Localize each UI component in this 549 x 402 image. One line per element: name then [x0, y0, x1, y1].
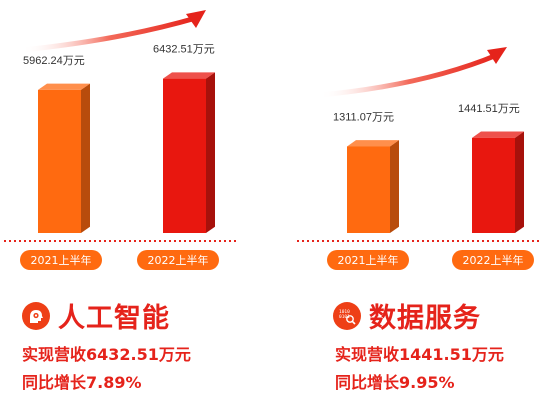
- category-label: 2021上半年: [338, 253, 399, 267]
- bar-side: [515, 131, 524, 233]
- data-service-revenue-text: 实现营收1441.51万元: [335, 345, 504, 364]
- bar-top: [38, 83, 90, 90]
- bar-front: [163, 78, 206, 234]
- category-label: 2022上半年: [463, 253, 524, 267]
- svg-text:1010: 1010: [339, 309, 350, 315]
- bar-top: [347, 140, 399, 147]
- bar-side: [81, 83, 90, 234]
- data-service-growth-text: 同比增长9.95%: [335, 373, 455, 392]
- bar-side: [206, 72, 215, 233]
- ai-title: 人工智能: [58, 303, 170, 334]
- bar-1: [472, 131, 524, 233]
- value-label: 1311.07万元: [333, 111, 394, 123]
- data-service-panel: 1311.07万元 1441.51万元 2021上半年 2022上半年 1010 0…: [285, 0, 549, 402]
- bar-0: [347, 140, 399, 233]
- bar-1: [163, 72, 215, 234]
- data-service-revenue-chart: 1311.07万元 1441.51万元 2021上半年 2022上半年: [297, 47, 540, 270]
- ai-panel: 5962.24万元 6432.51万元 2021上半年 2022上半年 人工智能 实…: [4, 10, 236, 392]
- ai-growth-text: 同比增长7.89%: [22, 373, 142, 392]
- trend-arrow: [317, 52, 500, 98]
- bar-front: [347, 146, 390, 233]
- category-pill: [137, 250, 219, 270]
- category-label: 2021上半年: [31, 253, 92, 267]
- binary-search-icon: 1010 0101: [333, 301, 361, 330]
- data-service-title: 数据服务: [369, 303, 481, 334]
- ai-revenue-chart: 5962.24万元 6432.51万元 2021上半年 2022上半年: [4, 10, 236, 270]
- ai-section-title: 人工智能: [22, 296, 170, 335]
- trend-arrow: [19, 15, 199, 53]
- value-label: 5962.24万元: [23, 55, 85, 67]
- value-label: 6432.51万元: [153, 44, 215, 56]
- category-pill: [452, 250, 534, 270]
- category-label: 2022上半年: [148, 253, 209, 267]
- trend-arrow-head: [487, 47, 507, 64]
- bar-top: [472, 131, 524, 138]
- bar-top: [163, 72, 215, 79]
- bar-side: [390, 140, 399, 233]
- bar-front: [472, 137, 515, 233]
- category-pill: [327, 250, 409, 270]
- bar-front: [38, 89, 81, 233]
- category-pill: [20, 250, 102, 270]
- bar-0: [38, 83, 90, 234]
- ai-head-gear-icon: [22, 301, 50, 330]
- value-label: 1441.51万元: [458, 103, 520, 115]
- svg-text:0101: 0101: [339, 314, 350, 320]
- ai-revenue-text: 实现营收6432.51万元: [22, 345, 191, 364]
- trend-arrow-head: [186, 10, 206, 28]
- data-service-section-title: 1010 0101 数据服务: [333, 296, 481, 335]
